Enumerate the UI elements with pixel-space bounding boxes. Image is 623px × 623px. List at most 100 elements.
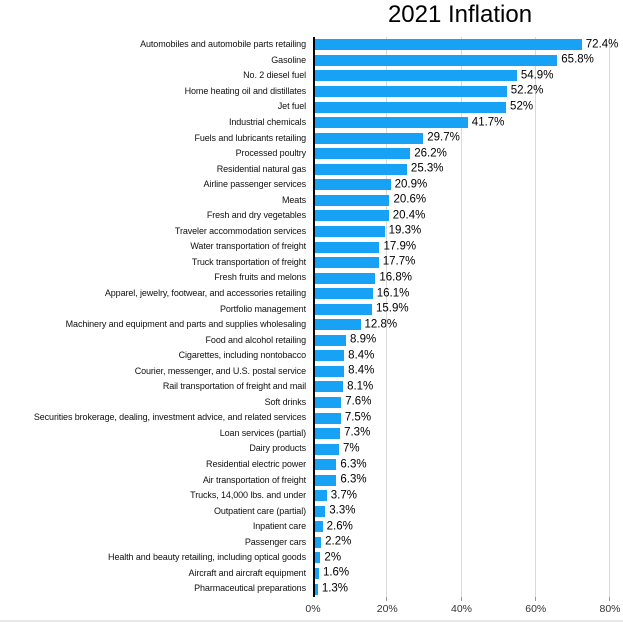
value-label: 3.3% xyxy=(329,504,356,517)
x-tick-label: 20% xyxy=(376,603,398,615)
chart-row: Air transportation of freight 6.3% xyxy=(0,472,623,488)
value-label: 8.9% xyxy=(350,333,377,346)
chart-row: Jet fuel 52% xyxy=(0,99,623,115)
category-label: Pharmaceutical preparations xyxy=(194,583,306,594)
value-label: 6.3% xyxy=(340,473,367,486)
gridline xyxy=(386,37,388,597)
value-label: 16.1% xyxy=(376,286,410,299)
bar-cell: 8.9% xyxy=(313,332,610,348)
value-label: 17.7% xyxy=(382,255,416,268)
x-tick-label: 60% xyxy=(525,603,547,615)
value-label: 25.3% xyxy=(410,162,444,175)
category-label: Fuels and lubricants retailing xyxy=(194,132,306,143)
bar-cell: 52.2% xyxy=(313,84,610,100)
value-label: 20.9% xyxy=(394,177,428,190)
tick-mark xyxy=(534,597,536,601)
chart-row: Airline passenger services 20.9% xyxy=(0,177,623,193)
chart-row: Processed poultry 26.2% xyxy=(0,146,623,162)
x-axis: 0% 20% 40% 60% 80% xyxy=(305,597,621,619)
chart-row: Apparel, jewelry, footwear, and accessor… xyxy=(0,286,623,302)
bar xyxy=(315,567,319,579)
x-tick-label: 40% xyxy=(450,603,473,615)
bar-cell: 25.3% xyxy=(313,161,610,177)
chart-row: Outpatient care (partial) 3.3% xyxy=(0,503,623,519)
value-label: 29.7% xyxy=(427,131,460,144)
chart-row: No. 2 diesel fuel 54.9% xyxy=(0,68,623,84)
chart-row: Residential natural gas 25.3% xyxy=(0,161,623,177)
chart-row: Dairy products 7% xyxy=(0,441,623,457)
chart-row: Cigarettes, including nontobacco 8.4% xyxy=(0,348,623,364)
tick-mark xyxy=(609,597,610,601)
chart-row: Aircraft and aircraft equipment 1.6% xyxy=(0,566,623,582)
bar xyxy=(315,583,318,595)
bar-cell: 20.9% xyxy=(313,177,610,193)
bar xyxy=(315,412,341,424)
bar-cell: 26.2% xyxy=(313,146,610,162)
bar xyxy=(315,70,517,82)
bar xyxy=(315,163,407,175)
category-label: Residential natural gas xyxy=(216,163,306,174)
bar xyxy=(315,536,322,548)
chart-row: Inpatient care 2.6% xyxy=(0,519,623,535)
category-label: Water transportation of freight xyxy=(190,241,306,252)
bar-cell: 6.3% xyxy=(313,457,610,473)
value-label: 6.3% xyxy=(340,457,367,470)
bar-cell: 16.8% xyxy=(313,270,610,286)
bar-cell: 7.3% xyxy=(313,426,610,442)
category-label: Aircraft and aircraft equipment xyxy=(188,567,307,578)
chart-row: Portfolio management 15.9% xyxy=(0,301,623,317)
bar-cell: 8.4% xyxy=(313,348,610,364)
value-label: 41.7% xyxy=(471,115,505,128)
chart-row: Residential electric power 6.3% xyxy=(0,457,623,473)
value-label: 1.3% xyxy=(321,582,349,595)
bar-cell: 1.6% xyxy=(313,566,610,582)
category-label: Rail transportation of freight and mail xyxy=(162,381,306,392)
bar xyxy=(315,474,337,486)
bar xyxy=(315,521,323,533)
bar xyxy=(315,428,341,440)
chart-row: Fuels and lubricants retailing 29.7% xyxy=(0,130,623,146)
bar-cell: 20.6% xyxy=(313,192,610,208)
bar-cell: 8.4% xyxy=(313,363,610,379)
category-label: Securities brokerage, dealing, investmen… xyxy=(33,412,306,423)
bar xyxy=(315,350,345,362)
value-label: 2.6% xyxy=(326,519,353,532)
bar xyxy=(315,148,411,160)
bar xyxy=(315,303,373,315)
bar-cell: 72.4% xyxy=(313,37,618,53)
category-label: Air transportation of freight xyxy=(202,474,306,485)
category-label: Industrial chemicals xyxy=(228,117,306,127)
bar xyxy=(315,272,376,284)
value-label: 8.1% xyxy=(347,380,374,393)
value-label: 72.4% xyxy=(585,38,619,51)
bar xyxy=(315,459,337,471)
bar xyxy=(315,443,339,455)
chart-row: Rail transportation of freight and mail … xyxy=(0,379,623,395)
value-label: 19.3% xyxy=(388,224,422,237)
bar xyxy=(315,288,373,300)
category-label: Automobiles and automobile parts retaili… xyxy=(140,39,306,50)
chart-title: 2021 Inflation xyxy=(387,1,533,28)
category-label: Fresh and dry vegetables xyxy=(206,210,306,221)
bar xyxy=(315,365,345,377)
category-label: No. 2 diesel fuel xyxy=(243,70,306,81)
bar xyxy=(315,210,389,222)
gridline xyxy=(534,37,536,597)
category-label: Portfolio management xyxy=(219,303,306,314)
bar xyxy=(315,194,390,206)
value-label: 54.9% xyxy=(520,69,554,82)
divider xyxy=(0,620,623,622)
bar-cell: 17.9% xyxy=(313,239,610,255)
value-label: 16.8% xyxy=(379,271,412,284)
bar xyxy=(315,39,582,51)
value-label: 52% xyxy=(510,100,534,113)
value-label: 2.2% xyxy=(325,535,352,548)
bar-cell: 1.3% xyxy=(313,581,610,597)
bar-cell: 12.8% xyxy=(313,317,610,333)
bar-cell: 19.3% xyxy=(313,224,610,240)
chart-row: Automobiles and automobile parts retaili… xyxy=(0,37,623,53)
category-label: Soft drinks xyxy=(264,396,307,407)
chart-row: Courier, messenger, and U.S. postal serv… xyxy=(0,363,623,379)
category-label: Jet fuel xyxy=(277,101,306,112)
bar-cell: 2.6% xyxy=(313,519,610,535)
